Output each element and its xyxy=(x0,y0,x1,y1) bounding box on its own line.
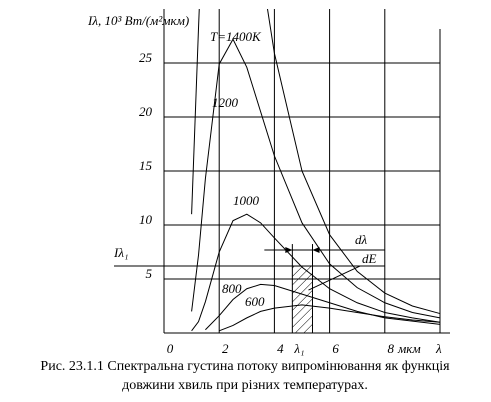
x-tick-label: 0 xyxy=(167,341,174,356)
caption: Рис. 23.1.1 Спектральна густина потоку в… xyxy=(40,359,450,374)
curve-label: 1000 xyxy=(233,193,260,208)
band-label: λ₁ xyxy=(293,341,304,356)
curve-label: 600 xyxy=(245,294,265,309)
x-axis-label: λ xyxy=(435,341,442,356)
x-unit: мкм xyxy=(397,341,421,356)
energy-label: dE xyxy=(362,251,377,266)
curve xyxy=(219,304,441,332)
curve xyxy=(191,213,441,332)
x-tick-label: 8 xyxy=(388,341,395,356)
arrow xyxy=(312,247,320,254)
curve-label: 1200 xyxy=(212,95,239,110)
y-tick-label: 25 xyxy=(139,50,153,65)
y-tick-label: 15 xyxy=(139,158,153,173)
y-tick-label: 10 xyxy=(139,212,153,227)
caption: довжини хвиль при різних температурах. xyxy=(122,378,368,393)
y-axis-label: Iλ, 10³ Вт/(м²мкм) xyxy=(87,13,189,28)
level-label: Iλ₁ xyxy=(113,245,128,260)
x-tick-label: 6 xyxy=(332,341,339,356)
curve xyxy=(191,9,441,315)
y-tick-label: 5 xyxy=(146,266,153,281)
band-width-label: dλ xyxy=(355,232,368,247)
curve-label: 800 xyxy=(222,281,242,296)
energy-leader xyxy=(308,265,361,291)
x-tick-label: 4 xyxy=(277,341,284,356)
shaded-band xyxy=(291,265,313,334)
x-tick-label: 2 xyxy=(222,341,229,356)
curve xyxy=(205,283,441,331)
y-tick-label: 20 xyxy=(139,104,153,119)
curve xyxy=(191,38,441,319)
curve-label: T=1400K xyxy=(210,29,262,44)
